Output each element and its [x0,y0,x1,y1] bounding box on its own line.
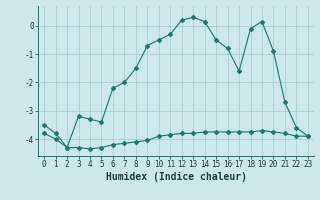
X-axis label: Humidex (Indice chaleur): Humidex (Indice chaleur) [106,172,246,182]
